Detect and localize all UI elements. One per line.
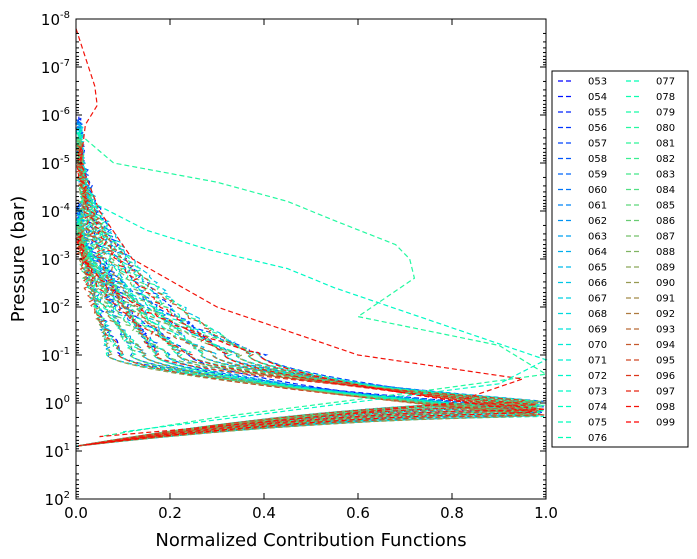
- legend-label-057: 057: [588, 139, 607, 150]
- legend-label-067: 067: [588, 294, 607, 305]
- legend-label-078: 078: [656, 92, 675, 103]
- legend-label-058: 058: [588, 154, 607, 165]
- x-tick-label: 0.8: [440, 504, 464, 522]
- legend-label-087: 087: [656, 232, 675, 243]
- series-083-line: [76, 223, 532, 446]
- ticks-layer: [75, 18, 547, 500]
- x-tick-label: 0.4: [252, 504, 276, 522]
- series-080-highlight-line: [85, 138, 548, 438]
- x-tick-label: 1.0: [534, 504, 558, 522]
- y-tick-label: 10-8: [41, 10, 70, 29]
- series-063-line: [74, 208, 529, 447]
- legend-label-062: 062: [588, 216, 607, 227]
- legend: 053 054 055 056 057 058 059 060 061 062 063 064 065 0…: [551, 70, 689, 448]
- y-tick-label: 100: [45, 394, 70, 413]
- legend-label-059: 059: [588, 170, 607, 181]
- legend-label-090: 090: [656, 278, 675, 289]
- plot-frame: [75, 18, 547, 500]
- series-060-line: [76, 120, 544, 446]
- legend-label-094: 094: [656, 340, 675, 351]
- legend-label-053: 053: [588, 77, 607, 88]
- series-078-line: [76, 133, 535, 446]
- series-092-line: [75, 143, 539, 446]
- y-axis-title: Pressure (bar): [8, 196, 29, 322]
- series-087-line: [75, 226, 542, 447]
- legend-label-072: 072: [588, 371, 607, 382]
- x-axis-title: Normalized Contribution Functions: [155, 530, 466, 551]
- series-094-line: [76, 144, 539, 446]
- y-tick-label: 10-4: [41, 202, 70, 221]
- y-tick-label: 102: [45, 490, 70, 509]
- legend-label-080: 080: [656, 123, 675, 134]
- legend-label-085: 085: [656, 201, 675, 212]
- legend-label-095: 095: [656, 356, 675, 367]
- legend-label-071: 071: [588, 356, 607, 367]
- legend-label-086: 086: [656, 216, 675, 227]
- legend-label-082: 082: [656, 154, 675, 165]
- legend-label-070: 070: [588, 340, 607, 351]
- y-tick-label: 10-6: [41, 106, 70, 125]
- legend-label-065: 065: [588, 263, 607, 274]
- series-098-line: [76, 147, 546, 447]
- legend-label-092: 092: [656, 309, 675, 320]
- legend-label-069: 069: [588, 325, 607, 336]
- legend-label-076: 076: [588, 433, 607, 444]
- legend-label-083: 083: [656, 170, 675, 181]
- legend-frame: [551, 70, 689, 448]
- legend-label-091: 091: [656, 294, 675, 305]
- series-085-line: [75, 224, 534, 447]
- series-099-line: [75, 234, 537, 446]
- legend-label-098: 098: [656, 402, 675, 413]
- legend-label-096: 096: [656, 371, 675, 382]
- x-tick-labels: 0.0 0.2 0.4 0.6 0.8 1.0: [64, 504, 558, 522]
- y-tick-label: 10-1: [41, 346, 70, 365]
- legend-label-075: 075: [588, 418, 607, 429]
- y-tick-labels: 10-8 10-7 10-6 10-5 10-4 10-3 10-2 10-1 100 101 10…: [41, 10, 70, 509]
- legend-label-054: 054: [588, 92, 607, 103]
- series-086-line: [74, 139, 539, 446]
- legend-label-060: 060: [588, 185, 607, 196]
- series-091-line: [75, 229, 537, 446]
- series-layer: [74, 28, 548, 447]
- x-tick-label: 0.2: [158, 504, 182, 522]
- legend-label-061: 061: [588, 201, 607, 212]
- legend-label-089: 089: [656, 263, 675, 274]
- legend-label-074: 074: [588, 402, 607, 413]
- legend-label-093: 093: [656, 325, 675, 336]
- legend-label-064: 064: [588, 247, 607, 258]
- series-096-line: [75, 146, 526, 445]
- series-073-highlight-line: [89, 200, 548, 433]
- legend-label-063: 063: [588, 232, 607, 243]
- legend-label-073: 073: [588, 387, 607, 398]
- x-tick-label: 0.6: [346, 504, 370, 522]
- y-tick-label: 10-3: [41, 250, 70, 269]
- series-077-line: [76, 219, 533, 447]
- y-tick-label: 10-7: [41, 58, 70, 77]
- legend-label-077: 077: [656, 77, 675, 88]
- x-tick-label: 0.0: [64, 504, 88, 522]
- legend-label-056: 056: [588, 123, 607, 134]
- legend-label-084: 084: [656, 185, 675, 196]
- y-tick-label: 10-2: [41, 298, 70, 317]
- y-tick-label: 101: [45, 442, 70, 461]
- legend-label-081: 081: [656, 139, 675, 150]
- legend-label-097: 097: [656, 387, 675, 398]
- legend-label-055: 055: [588, 108, 607, 119]
- series-097-line: [76, 233, 537, 446]
- legend-label-068: 068: [588, 309, 607, 320]
- series-084-line: [75, 137, 543, 446]
- legend-label-099: 099: [656, 418, 675, 429]
- legend-label-066: 066: [588, 278, 607, 289]
- y-tick-label: 10-5: [41, 154, 70, 173]
- legend-label-079: 079: [656, 108, 675, 119]
- legend-label-088: 088: [656, 247, 675, 258]
